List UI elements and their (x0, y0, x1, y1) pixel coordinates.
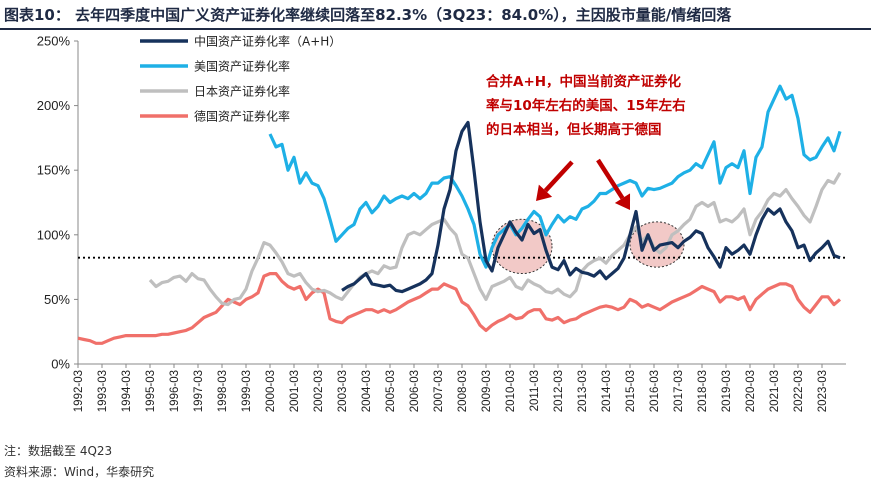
legend-label: 中国资产证券化率（A+H） (194, 34, 341, 49)
x-tick-label: 1997-03 (193, 370, 205, 412)
x-tick-label: 2000-03 (265, 370, 277, 412)
annotation-line: 的日本相当，但长期高于德国 (486, 121, 662, 138)
series-group (77, 84, 842, 345)
x-tick-label: 1994-03 (121, 370, 133, 412)
x-tick-label: 2005-03 (385, 370, 397, 412)
x-tick-label: 2016-03 (649, 370, 661, 412)
series-line-1 (341, 120, 841, 294)
annotation: 合并A+H，中国当前资产证券化率与10年左右的美国、15年左右的日本相当，但长期… (486, 73, 686, 138)
x-tick-label: 2001-03 (289, 370, 301, 412)
x-tick-label: 2020-03 (745, 370, 757, 412)
arrow-head-1 (536, 184, 553, 201)
legend-label: 美国资产证券化率 (194, 59, 290, 74)
x-tick-label: 2011-03 (529, 370, 541, 411)
x-tick-label: 2021-03 (769, 370, 781, 412)
x-tick-label: 2012-03 (553, 370, 565, 412)
x-tick-label: 2009-03 (481, 370, 493, 412)
y-tick-label: 250% (37, 34, 71, 49)
annotation-line: 率与10年左右的美国、15年左右 (486, 97, 686, 114)
x-tick-label: 2006-03 (409, 370, 421, 412)
y-tick-label: 200% (37, 98, 71, 113)
x-tick-label: 2003-03 (337, 370, 349, 412)
x-tick-label: 2002-03 (313, 370, 325, 412)
arrow-shaft-2 (596, 158, 625, 200)
highlight-ellipse-2 (629, 221, 685, 268)
x-tick-label: 2022-03 (793, 370, 805, 412)
legend-label: 德国资产证券化率 (194, 109, 290, 124)
x-tick-label: 2023-03 (817, 370, 829, 412)
x-tick-label: 2014-03 (601, 370, 613, 412)
x-tick-label: 2015-03 (625, 370, 637, 412)
x-tick-label: 1993-03 (97, 370, 109, 412)
title-divider (0, 28, 871, 30)
x-tick-label: 1996-03 (169, 370, 181, 412)
series-line-2 (268, 84, 842, 269)
x-tick-label: 2019-03 (721, 370, 733, 412)
x-tick-label: 2010-03 (505, 370, 517, 412)
annotation-arrows (536, 158, 631, 210)
x-tick-label: 2017-03 (673, 370, 685, 412)
legend-label: 日本资产证券化率 (194, 84, 290, 99)
series-line-3 (148, 171, 842, 307)
x-axis: 1992-03 1993-03 1994-03 1995-03 1996-03 1997-… (73, 363, 846, 412)
source-note: 资料来源：Wind，华泰研究 (4, 465, 155, 479)
footnote: 注：数据截至 4Q23 (4, 444, 113, 458)
x-tick-label: 1995-03 (145, 370, 157, 412)
x-tick-label: 1992-03 (73, 370, 85, 412)
y-tick-label: 0% (51, 357, 70, 372)
x-tick-label: 1998-03 (217, 370, 229, 412)
x-tick-label: 2008-03 (457, 370, 469, 412)
line-chart: 0% 50% 100% 150% 200% 250% 1992-03 1993-03 1994… (37, 34, 846, 412)
chart-title: 图表10： 去年四季度中国广义资产证券化率继续回落至82.3%（3Q23：84.… (4, 6, 732, 24)
y-tick-label: 100% (37, 227, 71, 242)
series-line-4 (77, 272, 842, 345)
x-tick-label: 2007-03 (433, 370, 445, 412)
x-tick-label: 2013-03 (577, 370, 589, 412)
y-tick-label: 150% (37, 163, 71, 178)
y-axis: 0% 50% 100% 150% 200% 250% (37, 34, 79, 372)
arrow-shaft-1 (543, 160, 574, 193)
annotation-line: 合并A+H，中国当前资产证券化 (486, 73, 682, 90)
y-tick-label: 50% (44, 292, 70, 307)
x-tick-label: 2004-03 (361, 370, 373, 412)
x-tick-label: 1999-03 (241, 370, 253, 412)
arrow-head-2 (614, 193, 631, 210)
x-tick-label: 2018-03 (697, 370, 709, 412)
